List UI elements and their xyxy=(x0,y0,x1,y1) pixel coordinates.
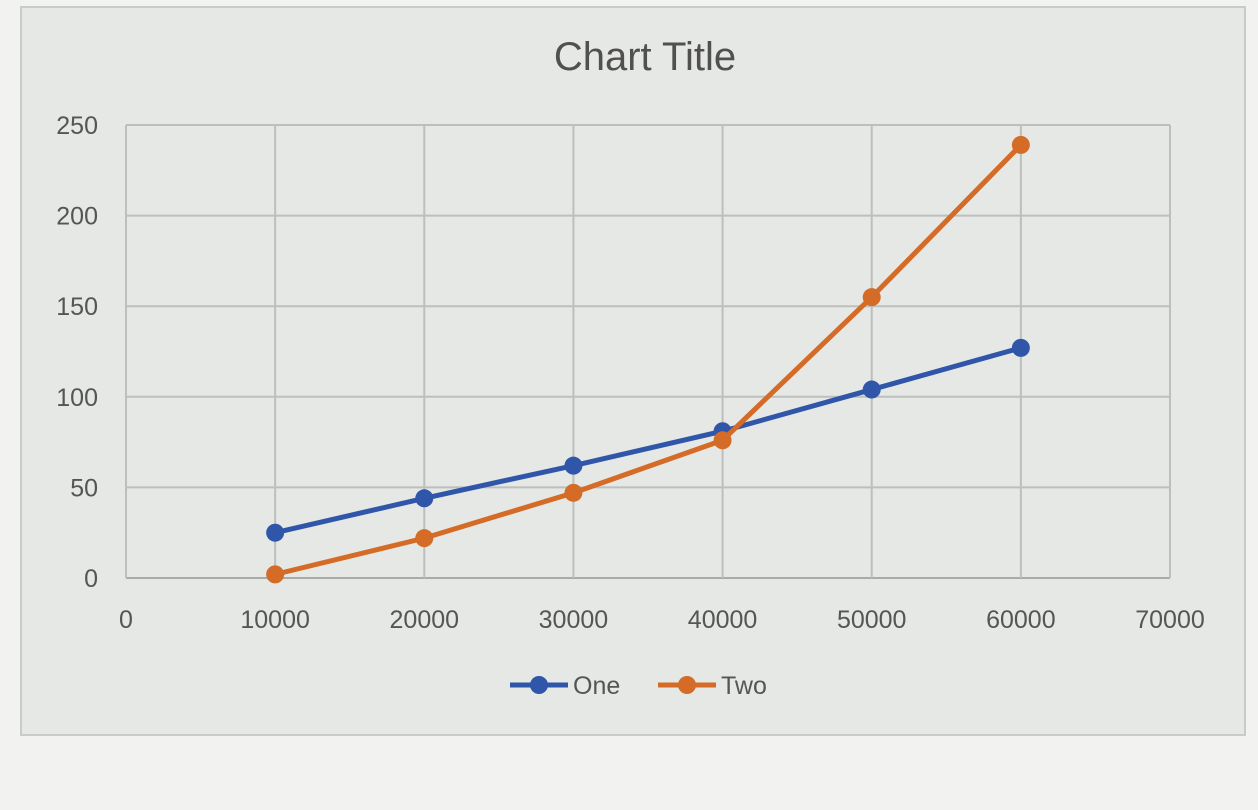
y-tick-label: 150 xyxy=(56,293,98,321)
series-line-two xyxy=(274,143,1023,577)
y-tick-label: 200 xyxy=(56,203,98,231)
data-point-one xyxy=(862,380,881,399)
data-point-two xyxy=(564,483,583,502)
legend-marker-two xyxy=(678,676,696,694)
x-tick-label: 20000 xyxy=(390,606,460,634)
x-tick-label: 50000 xyxy=(837,606,907,634)
x-tick-label: 70000 xyxy=(1135,606,1205,634)
y-tick-label: 0 xyxy=(84,565,98,593)
x-tick-label: 40000 xyxy=(688,606,758,634)
x-tick-label: 30000 xyxy=(539,606,609,634)
x-tick-label: 10000 xyxy=(240,606,310,634)
y-tick-label: 250 xyxy=(56,112,98,140)
data-point-one xyxy=(415,489,434,508)
y-tick-label: 100 xyxy=(56,384,98,412)
legend-label-two: Two xyxy=(721,672,767,700)
data-point-one xyxy=(266,523,285,542)
data-point-two xyxy=(415,529,434,548)
chart-frame xyxy=(20,6,1246,736)
x-tick-label: 60000 xyxy=(986,606,1056,634)
legend-marker-one xyxy=(530,676,548,694)
data-point-one xyxy=(1011,338,1030,357)
data-point-two xyxy=(1011,135,1030,154)
series-line-one xyxy=(274,345,1022,536)
y-tick-label: 50 xyxy=(70,474,98,502)
x-tick-label: 0 xyxy=(119,606,133,634)
data-point-two xyxy=(862,288,881,307)
data-point-two xyxy=(713,431,732,450)
chart-title: Chart Title xyxy=(554,35,736,79)
data-point-two xyxy=(266,565,285,584)
legend-label-one: One xyxy=(573,672,620,700)
data-point-one xyxy=(564,456,583,475)
